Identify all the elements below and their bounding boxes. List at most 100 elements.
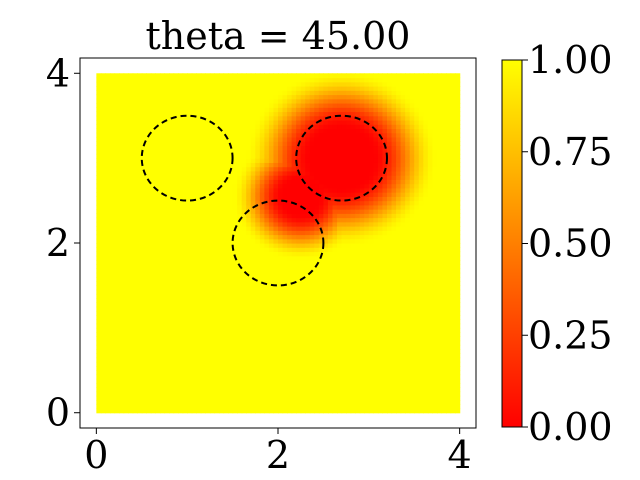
heatmap-cell [327, 213, 334, 219]
heatmap-cell [218, 315, 225, 320]
heatmap-cell [259, 298, 265, 303]
heatmap-cell [155, 158, 161, 163]
heatmap-cell [146, 183, 152, 189]
heatmap-cell [187, 298, 193, 303]
heatmap-cell [155, 400, 161, 405]
heatmap-cell [141, 221, 147, 227]
heatmap-cell [105, 136, 111, 142]
heatmap-cell [259, 378, 265, 384]
heatmap-cell [237, 209, 243, 214]
heatmap-cell [178, 315, 184, 320]
heatmap-cell [209, 395, 216, 401]
heatmap-cell [159, 349, 166, 354]
heatmap-cell [169, 383, 175, 388]
heatmap-cell [264, 272, 270, 278]
heatmap-cell [341, 383, 347, 388]
heatmap-cell [341, 149, 347, 155]
heatmap-cell [141, 293, 147, 299]
heatmap-cell [314, 107, 320, 113]
heatmap-cell [196, 192, 202, 197]
heatmap-cell [259, 94, 265, 100]
heatmap-cell [273, 344, 279, 350]
heatmap-cell [287, 370, 293, 376]
heatmap-cell [264, 404, 270, 410]
heatmap-cell [300, 293, 306, 299]
heatmap-cell [241, 255, 247, 261]
heatmap-cell [100, 162, 107, 168]
heatmap-cell [123, 323, 129, 329]
heatmap-cell [250, 81, 256, 87]
heatmap-cell [159, 387, 166, 393]
heatmap-cell [268, 370, 275, 376]
heatmap-cell [178, 276, 184, 282]
heatmap-cell [355, 272, 361, 278]
heatmap-cell [323, 102, 329, 108]
heatmap-cell [214, 298, 220, 303]
heatmap-cell [268, 145, 275, 151]
heatmap-cell [146, 98, 152, 104]
heatmap-cell [323, 94, 329, 100]
heatmap-cell [109, 90, 116, 96]
heatmap-cell [255, 315, 261, 320]
heatmap-cell [341, 196, 347, 202]
heatmap-cell [146, 281, 152, 287]
heatmap-cell [214, 111, 220, 117]
heatmap-cell [191, 77, 197, 83]
heatmap-cell [228, 344, 234, 350]
heatmap-cell [273, 73, 279, 79]
heatmap-cell [268, 90, 275, 96]
heatmap-cell [364, 281, 370, 287]
heatmap-cell [146, 404, 152, 410]
heatmap-cell [350, 179, 356, 185]
heatmap-cell [259, 391, 265, 397]
heatmap-cell [300, 327, 306, 333]
heatmap-cell [278, 107, 284, 113]
heatmap-cell [132, 81, 138, 87]
heatmap-cell [123, 306, 129, 312]
heatmap-cell [341, 395, 347, 401]
heatmap-cell [346, 102, 352, 108]
heatmap-cell [278, 344, 284, 350]
heatmap-cell [178, 336, 184, 342]
heatmap-cell [159, 344, 166, 350]
heatmap-cell [169, 349, 175, 354]
heatmap-cell [337, 221, 343, 227]
heatmap-cell [159, 336, 166, 342]
heatmap-cell [191, 357, 197, 363]
heatmap-cell [282, 289, 288, 295]
heatmap-cell [205, 183, 211, 189]
heatmap-cell [191, 115, 197, 121]
heatmap-cell [287, 378, 293, 384]
heatmap-cell [132, 315, 138, 320]
heatmap-cell [109, 332, 116, 337]
heatmap-cell [291, 73, 297, 79]
heatmap-cell [223, 285, 229, 291]
heatmap-cell [368, 268, 374, 274]
heatmap-cell [309, 119, 315, 125]
heatmap-cell [119, 196, 125, 202]
heatmap-cell [355, 259, 361, 265]
heatmap-cell [355, 340, 361, 346]
heatmap-cell [268, 395, 275, 401]
heatmap-cell [373, 391, 379, 397]
heatmap-cell [282, 259, 288, 265]
heatmap-cell [346, 327, 352, 333]
heatmap-cell [214, 213, 220, 219]
heatmap-cell [141, 226, 147, 231]
heatmap-cell [377, 281, 384, 287]
heatmap-cell [173, 81, 179, 87]
heatmap-cell [155, 408, 161, 414]
heatmap-cell [305, 400, 311, 405]
heatmap-cell [228, 94, 234, 100]
heatmap-cell [241, 268, 247, 274]
heatmap-cell [314, 340, 320, 346]
heatmap-cell [259, 111, 265, 117]
heatmap-cell [300, 213, 306, 219]
heatmap-cell [255, 243, 261, 248]
heatmap-cell [173, 153, 179, 159]
heatmap-cell [205, 102, 211, 108]
heatmap-cell [159, 281, 166, 287]
heatmap-cell [232, 187, 238, 193]
heatmap-cell [350, 124, 356, 130]
heatmap-cell [305, 383, 311, 388]
